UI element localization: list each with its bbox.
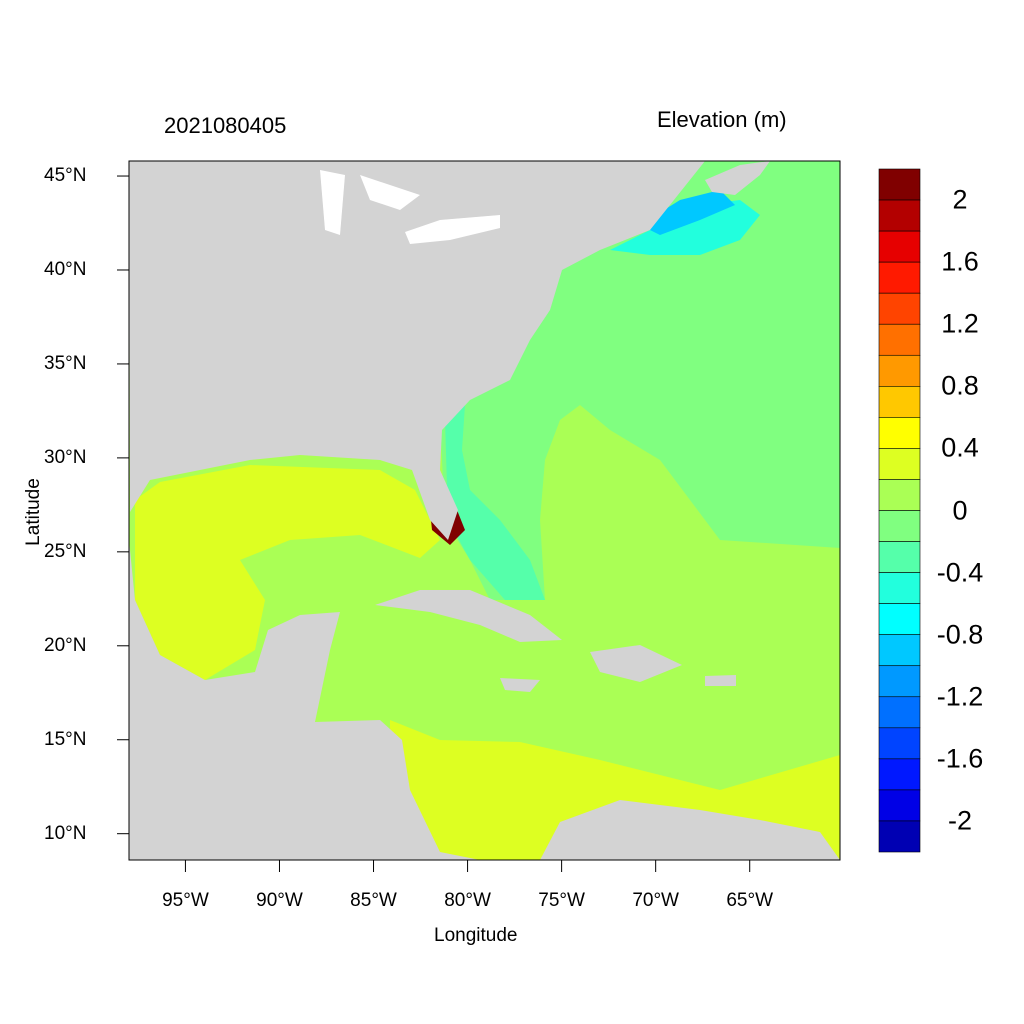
x-tick-label: 70°W <box>632 890 679 911</box>
colorbar-box <box>878 603 921 635</box>
colorbar-box <box>878 665 921 698</box>
x-tick-label: 90°W <box>256 890 303 911</box>
mexico-central-america-land <box>129 540 480 860</box>
y-tick-label: 30°N <box>44 446 87 468</box>
x-tick-label: 85°W <box>350 890 397 911</box>
gulf-of-maine-lower <box>640 190 735 235</box>
cuba-land <box>375 590 562 642</box>
colorbar-box <box>878 323 921 356</box>
colorbar-label: -0.4 <box>936 557 984 588</box>
puerto-rico-land <box>705 675 736 686</box>
colorbar-box <box>878 758 921 791</box>
gulf-of-mexico-region <box>135 465 440 680</box>
colorbar-box <box>878 292 921 325</box>
colorbar-box <box>878 696 921 729</box>
jamaica-land <box>500 678 540 692</box>
colorbar-box <box>878 354 921 387</box>
colorbar-box <box>878 510 921 542</box>
axis-ticks <box>117 175 751 872</box>
map-panel <box>129 161 840 860</box>
colorbar-box <box>878 727 921 760</box>
y-tick-label: 25°N <box>44 540 87 562</box>
colorbar-box <box>878 168 921 201</box>
y-tick-label: 40°N <box>44 258 87 280</box>
colorbar-label: 1.6 <box>941 246 979 277</box>
south-america-land <box>540 800 840 860</box>
gulf-of-maine-low <box>610 200 760 255</box>
y-tick-label: 20°N <box>44 634 87 656</box>
date-label: 2021080405 <box>164 113 287 138</box>
colorbar-label: 0 <box>952 495 968 525</box>
colorbar-box <box>878 261 921 294</box>
y-tick-label: 35°N <box>44 352 87 374</box>
colorbar <box>878 168 921 853</box>
colorbar-box <box>878 479 921 511</box>
hispaniola-land <box>590 645 682 682</box>
y-tick-label: 10°N <box>44 822 87 844</box>
colorbar-label: -2 <box>947 805 973 836</box>
florida-strait-region <box>445 405 545 600</box>
x-axis-label: Longitude <box>434 925 518 946</box>
colorbar-label: -0.8 <box>936 619 984 650</box>
colorbar-label: -1.6 <box>936 743 984 774</box>
nova-scotia-land <box>705 161 770 195</box>
colorbar-box <box>878 386 921 418</box>
variable-label: Elevation (m) <box>657 107 787 132</box>
colorbar-box <box>878 820 921 853</box>
colorbar-box <box>878 789 921 822</box>
colorbar-box <box>878 448 921 480</box>
x-tick-label: 75°W <box>538 890 585 911</box>
colorbar-box <box>878 417 921 449</box>
x-tick-label: 95°W <box>162 890 209 911</box>
x-tick-label: 80°W <box>444 890 491 911</box>
great-lakes <box>320 170 500 244</box>
y-tick-label: 45°N <box>44 165 87 187</box>
colorbar-label: 1.2 <box>941 308 979 339</box>
north-america-land <box>129 161 705 540</box>
colorbar-box <box>878 572 921 604</box>
plot-frame <box>128 160 841 861</box>
colorbar-label: 0.4 <box>941 432 979 463</box>
colorbar-box <box>878 634 921 667</box>
colorbar-label: -1.2 <box>936 681 984 712</box>
x-tick-label: 65°W <box>726 890 774 911</box>
colorbar-box <box>878 230 921 263</box>
colorbar-label: 2 <box>952 184 968 215</box>
colorbar-label: 0.8 <box>941 370 979 401</box>
y-tick-label: 15°N <box>44 728 87 750</box>
colorbar-box <box>878 199 921 232</box>
y-axis-label: Latitude <box>23 478 44 546</box>
colorbar-box <box>878 541 921 573</box>
